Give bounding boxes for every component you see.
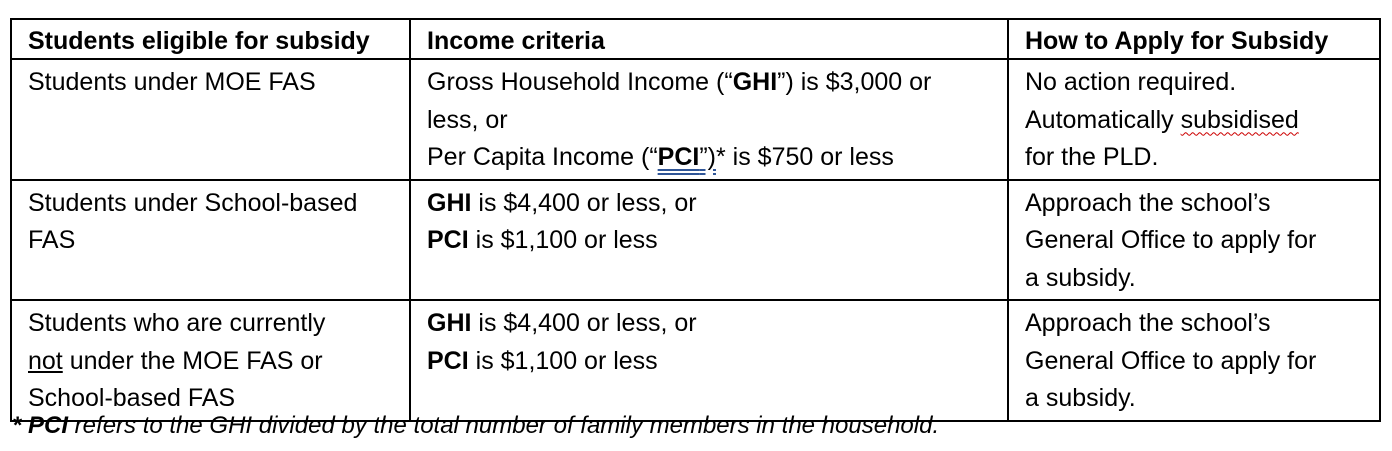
table-header-row: Students eligible for subsidy Income cri… bbox=[10, 18, 1381, 60]
apply-line: a subsidy. bbox=[1025, 263, 1136, 292]
apply-line: Approach the school’s bbox=[1025, 309, 1271, 337]
header-how-to-apply: How to Apply for Subsidy bbox=[1007, 18, 1381, 60]
eligible-text: Students who are currently bbox=[28, 309, 326, 337]
income-line: Gross Household Income (“GHI”) is $3,000… bbox=[427, 68, 932, 96]
apply-line: a subsidy. bbox=[1025, 384, 1136, 412]
table-row: Students under School-based FAS GHI is $… bbox=[10, 178, 1381, 301]
cell-eligible: Students under School-based FAS bbox=[10, 178, 411, 301]
cell-apply: No action required. Automatically subsid… bbox=[1007, 58, 1381, 181]
footnote-marker: * PCI bbox=[12, 412, 69, 439]
cell-income: Gross Household Income (“GHI”) is $3,000… bbox=[409, 58, 1009, 181]
header-income-criteria: Income criteria bbox=[409, 18, 1009, 60]
cell-apply: Approach the school’s General Office to … bbox=[1007, 178, 1381, 301]
income-line: PCI is $1,100 or less bbox=[427, 226, 658, 254]
eligible-text: not under the MOE FAS or bbox=[28, 346, 323, 375]
income-line: Per Capita Income (“PCI”)* is $750 or le… bbox=[427, 143, 894, 171]
table-row: Students under MOE FAS Gross Household I… bbox=[10, 58, 1381, 181]
cell-eligible: Students under MOE FAS bbox=[10, 58, 411, 181]
spellcheck-underlined-word: subsidised bbox=[1180, 105, 1299, 134]
income-line: PCI is $1,100 or less bbox=[427, 346, 658, 375]
apply-line: Automatically subsidised bbox=[1025, 105, 1299, 134]
cell-eligible: Students who are currently not under the… bbox=[10, 299, 411, 422]
income-line: GHI is $4,400 or less, or bbox=[427, 309, 697, 337]
apply-line: General Office to apply for bbox=[1025, 226, 1317, 254]
apply-line: for the PLD. bbox=[1025, 143, 1159, 171]
cell-income: GHI is $4,400 or less, or PCI is $1,100 … bbox=[409, 299, 1009, 422]
eligible-text: Students under MOE FAS bbox=[28, 68, 316, 96]
eligible-text: Students under School-based bbox=[28, 188, 358, 217]
cell-apply: Approach the school’s General Office to … bbox=[1007, 299, 1381, 422]
income-line: less, or bbox=[427, 105, 508, 134]
subsidy-table: Students eligible for subsidy Income cri… bbox=[10, 18, 1381, 422]
footnote-text: refers to the GHI divided by the total n… bbox=[68, 412, 940, 439]
eligible-text: FAS bbox=[28, 226, 76, 254]
apply-line: Approach the school’s bbox=[1025, 188, 1271, 217]
apply-line: No action required. bbox=[1025, 68, 1237, 96]
cell-income: GHI is $4,400 or less, or PCI is $1,100 … bbox=[409, 178, 1009, 301]
footnote: * PCI refers to the GHI divided by the t… bbox=[12, 412, 939, 440]
eligible-text: School-based FAS bbox=[28, 384, 236, 412]
income-line: GHI is $4,400 or less, or bbox=[427, 188, 697, 217]
header-eligible: Students eligible for subsidy bbox=[10, 18, 411, 60]
table-row: Students who are currently not under the… bbox=[10, 299, 1381, 422]
apply-line: General Office to apply for bbox=[1025, 346, 1317, 375]
